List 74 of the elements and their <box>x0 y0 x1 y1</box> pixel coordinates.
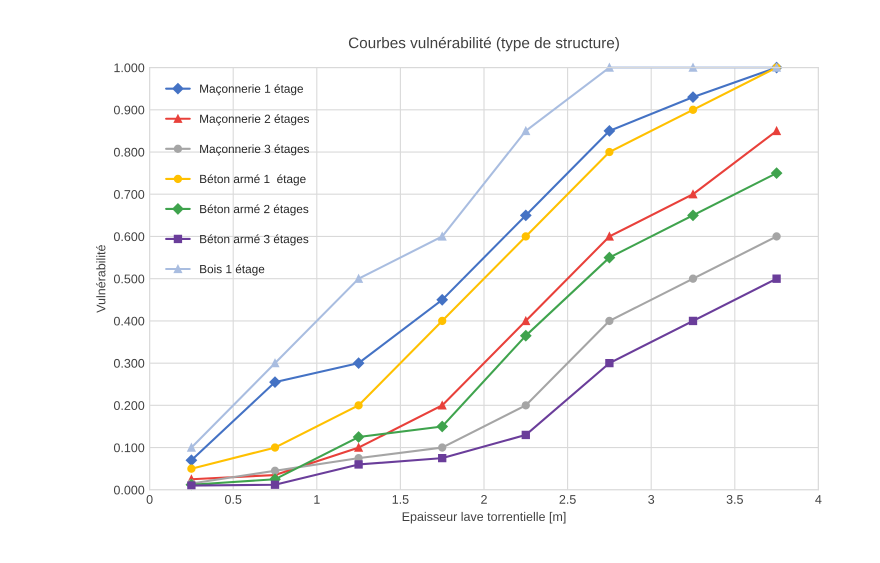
x-axis-title: Epaisseur lave torrentielle [m] <box>402 512 566 524</box>
x-tick-label: 1.5 <box>392 495 409 504</box>
y-tick-label: 0.900 <box>114 106 144 114</box>
point <box>438 443 446 452</box>
y-axis-title: Vulnérabilité <box>96 245 106 313</box>
y-tick-label: 0.100 <box>114 443 144 452</box>
legend-label: Bois 1 étage <box>200 264 264 276</box>
x-tick-label: 3 <box>648 495 654 504</box>
point <box>270 358 280 368</box>
point <box>186 454 198 466</box>
point <box>688 316 698 326</box>
chart-title: Courbes vulnérabilité (type de structure) <box>348 36 619 52</box>
x-tick-label: 1 <box>314 495 320 504</box>
point <box>687 210 699 221</box>
point <box>522 316 530 326</box>
legend-label: Béton armé 3 étages <box>200 234 308 246</box>
point <box>352 358 364 369</box>
point <box>436 294 448 306</box>
point <box>269 376 281 388</box>
point <box>605 232 614 241</box>
point <box>605 358 614 368</box>
point <box>687 92 699 103</box>
point <box>522 232 530 241</box>
y-tick-label: 0.700 <box>114 190 144 199</box>
point <box>354 401 363 410</box>
legend-label: Maçonnerie 3 étages <box>200 144 310 156</box>
point <box>605 316 614 326</box>
point <box>688 190 698 198</box>
point <box>187 443 196 452</box>
point <box>438 401 446 410</box>
point <box>688 106 698 114</box>
point <box>604 125 616 137</box>
point <box>270 443 280 452</box>
x-tick-label: 3.5 <box>726 495 743 504</box>
y-tick-label: 1.000 <box>114 63 144 72</box>
point <box>604 252 616 264</box>
point <box>520 330 532 342</box>
y-tick-label: 0.800 <box>114 148 144 157</box>
point <box>354 274 363 283</box>
legend-label: Béton armé 1 étage <box>200 174 306 186</box>
point <box>772 274 781 283</box>
x-tick-label: 0 <box>146 495 153 504</box>
point <box>772 126 781 136</box>
legend-label: Maçonnerie 2 étages <box>200 114 310 126</box>
legend-label: Maçonnerie 1 étage <box>200 84 304 96</box>
point <box>438 316 446 326</box>
y-tick-label: 0.300 <box>114 358 144 368</box>
x-tick-label: 2 <box>481 495 487 504</box>
y-tick-label: 0.200 <box>114 401 144 410</box>
point <box>520 210 532 221</box>
point <box>270 480 280 489</box>
x-tick-label: 4 <box>815 495 822 504</box>
point <box>605 148 614 156</box>
y-tick-label: 0.600 <box>114 232 144 242</box>
y-tick-label: 0.400 <box>114 316 144 326</box>
y-tick-label: 0.000 <box>114 486 144 494</box>
point <box>522 126 530 136</box>
point <box>772 232 781 241</box>
point <box>438 454 446 462</box>
legend-label: Béton armé 2 étages <box>200 204 308 216</box>
point <box>438 232 446 241</box>
point <box>436 420 448 432</box>
x-tick-label: 0.5 <box>225 495 242 504</box>
point <box>270 466 280 475</box>
point <box>352 431 364 443</box>
point <box>770 168 782 179</box>
x-tick-label: 2.5 <box>560 495 576 504</box>
point <box>522 430 530 440</box>
point <box>187 464 196 473</box>
point <box>522 401 530 410</box>
point <box>354 460 363 469</box>
point <box>688 274 698 283</box>
point <box>354 443 363 452</box>
y-tick-label: 0.500 <box>114 274 144 284</box>
